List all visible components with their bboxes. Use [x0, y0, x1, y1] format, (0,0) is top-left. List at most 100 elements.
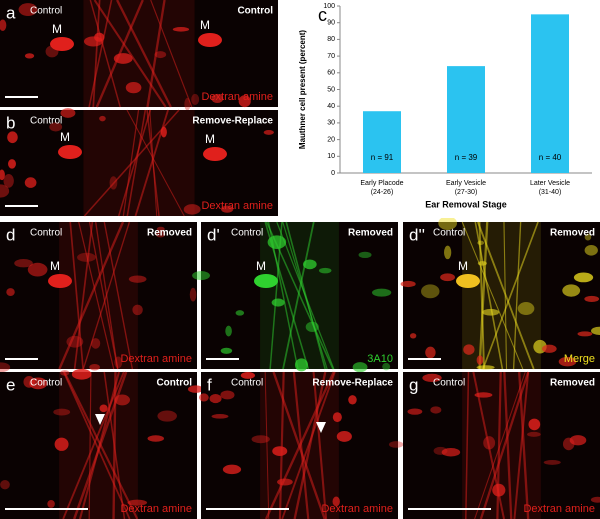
cell — [430, 406, 442, 414]
mauthner-label: M — [205, 132, 215, 146]
cell — [441, 447, 461, 457]
fiber — [78, 221, 115, 370]
cell — [183, 204, 201, 215]
cell — [29, 377, 48, 390]
fiber — [264, 371, 270, 519]
y-tick-label: 90 — [327, 20, 335, 27]
y-tick-label: 70 — [327, 53, 335, 60]
cell — [558, 356, 577, 367]
treatment-label: Removed — [550, 228, 595, 239]
cell — [318, 267, 332, 274]
mauthner-cell — [50, 37, 74, 51]
condition-label: Control — [30, 116, 62, 127]
cell — [47, 499, 55, 508]
cell — [425, 346, 436, 359]
cell — [0, 480, 10, 490]
cell — [438, 216, 458, 230]
cell — [584, 244, 598, 256]
cell — [407, 408, 423, 415]
cell — [336, 431, 352, 442]
cell — [388, 441, 404, 448]
cell — [222, 464, 242, 475]
cell — [114, 394, 130, 406]
bar — [447, 66, 485, 173]
fiber — [62, 371, 131, 519]
fiber — [73, 221, 94, 370]
cell — [332, 496, 340, 507]
panel-letter: a — [6, 3, 16, 22]
cell — [160, 126, 167, 138]
cell — [128, 275, 147, 283]
cell — [277, 478, 293, 486]
fiber — [88, 371, 92, 519]
cell — [147, 435, 165, 442]
cell — [99, 115, 106, 122]
fiber — [503, 221, 508, 370]
cell — [53, 408, 71, 416]
bar-annotation: n = 91 — [371, 153, 394, 162]
mauthner-cell — [203, 147, 227, 161]
x-tick-sublabel: (27-30) — [455, 189, 478, 196]
mauthner-label: M — [52, 22, 62, 36]
cell — [99, 404, 108, 413]
fiber — [82, 221, 131, 370]
cell — [199, 393, 209, 402]
panel-letter: b — [6, 113, 15, 132]
stain-label: Dextran amine — [523, 503, 595, 515]
cell — [302, 259, 317, 270]
mauthner-label: M — [458, 259, 468, 273]
cell — [125, 81, 142, 94]
cell — [77, 252, 96, 262]
cell — [191, 93, 200, 106]
treatment-label: Removed — [147, 228, 192, 239]
cell — [528, 418, 541, 431]
fiber — [103, 221, 134, 370]
x-tick-label: Later Vesicle — [530, 180, 570, 187]
fiber — [482, 221, 539, 370]
cell — [421, 284, 440, 299]
image-panel: e Control Control Dextran amine — [0, 368, 204, 519]
fiber — [281, 371, 336, 519]
tissue-band — [83, 110, 195, 216]
cell — [0, 362, 11, 373]
x-tick-sublabel: (31-40) — [539, 189, 562, 196]
cell — [517, 302, 535, 315]
fiber — [146, 109, 160, 217]
cell — [400, 280, 416, 288]
cell — [440, 273, 456, 282]
stain-label: Dextran amine — [201, 200, 273, 212]
cell — [348, 395, 357, 405]
treatment-label: Control — [237, 6, 273, 17]
tissue-band — [462, 372, 541, 519]
condition-label: Control — [231, 378, 263, 389]
fiber — [126, 109, 147, 217]
stain-label: Merge — [564, 353, 595, 365]
cell — [372, 288, 392, 297]
x-tick-sublabel: (24-26) — [371, 189, 394, 196]
image-panel: g Control Removed Dextran amine — [403, 371, 600, 519]
y-tick-label: 50 — [327, 86, 335, 93]
panel-background — [0, 222, 197, 369]
y-axis-title: Mauthner cell present (percent) — [298, 30, 307, 149]
mauthner-label: M — [60, 130, 70, 144]
mauthner-label: M — [256, 259, 266, 273]
y-tick-label: 0 — [331, 170, 335, 177]
cell — [60, 108, 76, 118]
cell — [209, 394, 222, 404]
fiber — [78, 371, 120, 519]
cell — [294, 358, 308, 372]
cell — [577, 331, 593, 337]
cell — [476, 365, 495, 370]
cell — [422, 373, 442, 383]
panel-letter: g — [409, 375, 418, 394]
cell — [477, 261, 488, 266]
fiber — [58, 221, 125, 370]
fiber — [461, 221, 524, 370]
fiber — [478, 221, 489, 370]
cell — [584, 295, 600, 302]
image-panel: d'' Control Removed Merge M — [400, 216, 600, 370]
cell — [220, 347, 233, 354]
cell — [157, 410, 177, 422]
fiber — [116, 0, 172, 108]
cell — [569, 435, 587, 446]
